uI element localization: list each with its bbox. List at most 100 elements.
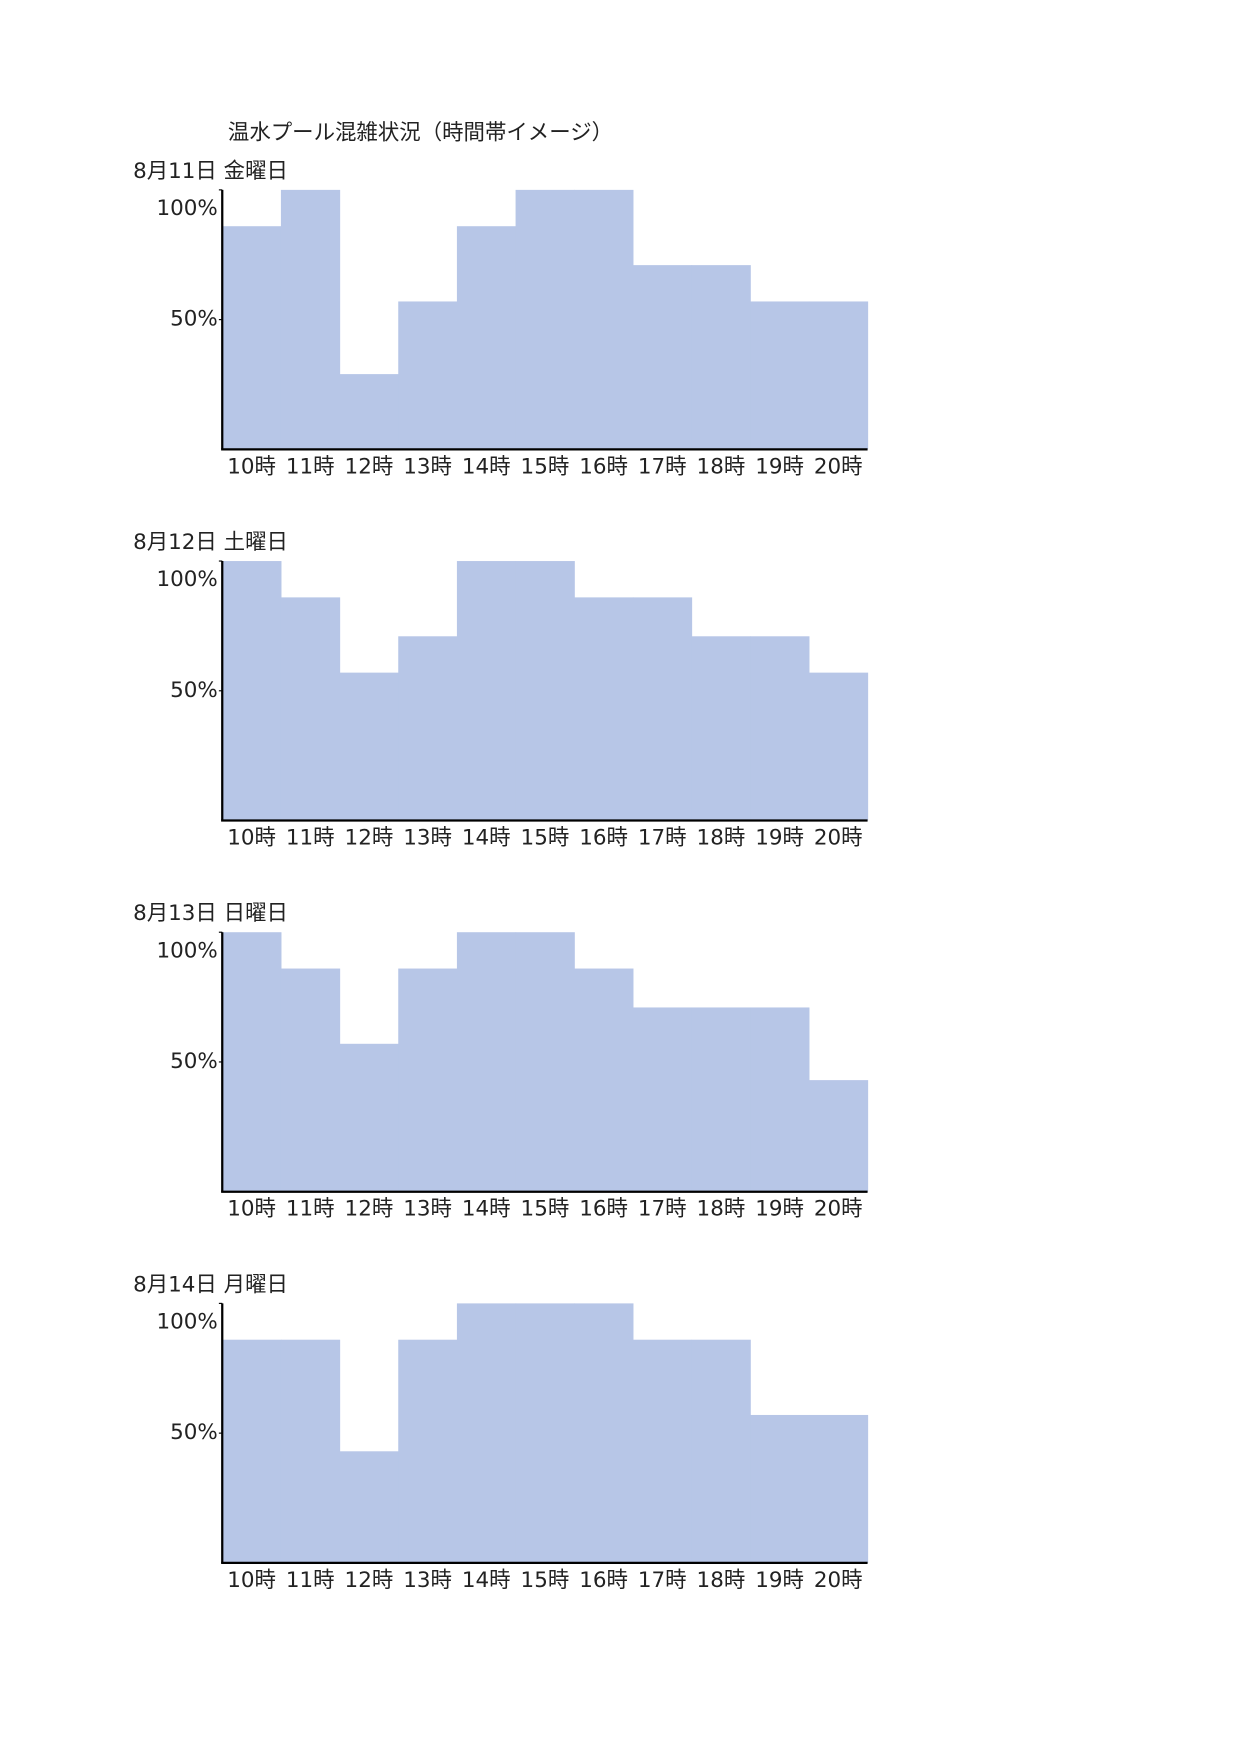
- bar: [691, 265, 751, 450]
- bar: [398, 636, 458, 821]
- bar: [339, 672, 399, 821]
- x-tick-label: 15時: [521, 1568, 570, 1593]
- bar: [280, 1339, 341, 1563]
- y-tick-label: 50%: [170, 307, 218, 332]
- bar: [280, 597, 341, 821]
- y-tick-label: 100%: [156, 1310, 217, 1335]
- x-tick-label: 19時: [755, 1568, 804, 1593]
- x-tick-label: 20時: [814, 826, 863, 851]
- bar: [632, 597, 693, 821]
- bar: [691, 1007, 751, 1192]
- x-tick-label: 16時: [579, 1568, 628, 1593]
- x-tick-label: 16時: [579, 454, 628, 479]
- bar: [398, 968, 458, 1192]
- x-tick-label: 20時: [814, 1568, 863, 1593]
- bar: [632, 265, 693, 450]
- y-tick-label: 100%: [156, 938, 217, 963]
- bar: [515, 189, 575, 450]
- bar: [280, 189, 341, 450]
- x-tick-label: 11時: [286, 1197, 335, 1222]
- bar: [808, 301, 869, 450]
- bar: [632, 1339, 693, 1563]
- bar: [222, 1339, 282, 1563]
- bar: [808, 1414, 869, 1563]
- bar: [398, 1339, 458, 1563]
- x-tick-label: 18時: [697, 826, 746, 851]
- x-tick-label: 17時: [638, 1568, 687, 1593]
- bar: [691, 636, 751, 821]
- x-tick-label: 18時: [697, 1197, 746, 1222]
- x-tick-label: 16時: [579, 1197, 628, 1222]
- bar: [339, 1043, 399, 1192]
- x-tick-label: 12時: [345, 826, 394, 851]
- bar: [808, 1080, 869, 1192]
- chart-title: 8月14日 月曜日: [133, 1272, 288, 1297]
- chart-title: 8月13日 日曜日: [133, 901, 288, 926]
- x-tick-label: 18時: [697, 454, 746, 479]
- bar: [574, 189, 634, 450]
- bar: [632, 1007, 693, 1192]
- y-tick-label: 100%: [156, 567, 217, 592]
- x-tick-label: 12時: [345, 454, 394, 479]
- x-tick-label: 13時: [403, 454, 452, 479]
- y-tick-label: 50%: [170, 1420, 218, 1445]
- bar: [515, 561, 575, 821]
- x-tick-label: 10時: [227, 1568, 276, 1593]
- bar: [280, 968, 341, 1192]
- x-tick-label: 12時: [345, 1197, 394, 1222]
- bar: [750, 301, 810, 450]
- x-tick-label: 20時: [814, 454, 863, 479]
- x-tick-label: 17時: [638, 1197, 687, 1222]
- x-tick-label: 20時: [814, 1197, 863, 1222]
- x-tick-label: 18時: [697, 1568, 746, 1593]
- x-tick-label: 11時: [286, 826, 335, 851]
- bar: [515, 932, 575, 1192]
- bar: [339, 374, 399, 450]
- x-tick-label: 14時: [462, 826, 511, 851]
- bar: [339, 1451, 399, 1563]
- x-tick-label: 14時: [462, 1568, 511, 1593]
- x-tick-label: 17時: [638, 826, 687, 851]
- bar: [222, 226, 282, 450]
- bar: [574, 597, 634, 821]
- x-tick-label: 13時: [403, 1197, 452, 1222]
- bar: [808, 672, 869, 821]
- bar: [456, 932, 517, 1192]
- bar: [574, 1303, 634, 1563]
- bar: [456, 226, 517, 450]
- x-tick-label: 19時: [755, 1197, 804, 1222]
- x-tick-label: 10時: [227, 1197, 276, 1222]
- x-tick-label: 15時: [521, 1197, 570, 1222]
- x-tick-label: 16時: [579, 826, 628, 851]
- x-tick-label: 14時: [462, 454, 511, 479]
- x-tick-label: 19時: [755, 826, 804, 851]
- y-tick-label: 100%: [156, 196, 217, 221]
- y-tick-label: 50%: [170, 1049, 218, 1074]
- page-title: 温水プール混雑状況（時間帯イメージ）: [228, 120, 613, 145]
- x-tick-label: 19時: [755, 454, 804, 479]
- chart-title: 8月11日 金曜日: [133, 159, 288, 184]
- bar: [750, 1414, 810, 1563]
- y-tick-label: 50%: [170, 678, 218, 703]
- bar: [456, 561, 517, 821]
- x-tick-label: 10時: [227, 826, 276, 851]
- x-tick-label: 14時: [462, 1197, 511, 1222]
- bar: [398, 301, 458, 450]
- bar: [222, 561, 282, 821]
- x-tick-label: 13時: [403, 1568, 452, 1593]
- x-tick-label: 17時: [638, 454, 687, 479]
- x-tick-label: 15時: [521, 454, 570, 479]
- bar: [515, 1303, 575, 1563]
- x-tick-label: 15時: [521, 826, 570, 851]
- bar: [222, 932, 282, 1192]
- bar: [750, 1007, 810, 1192]
- bar: [750, 636, 810, 821]
- chart-title: 8月12日 土曜日: [133, 530, 288, 555]
- x-tick-label: 12時: [345, 1568, 394, 1593]
- x-tick-label: 10時: [227, 454, 276, 479]
- x-tick-label: 13時: [403, 826, 452, 851]
- x-tick-label: 11時: [286, 454, 335, 479]
- bar: [691, 1339, 751, 1563]
- bar: [456, 1303, 517, 1563]
